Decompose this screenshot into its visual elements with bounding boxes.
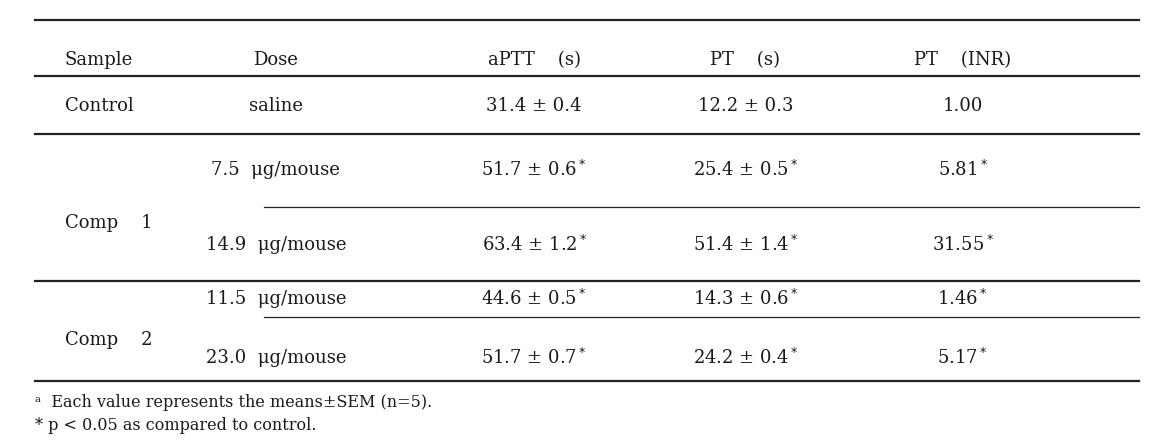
Text: 5.17$^*$: 5.17$^*$ [937, 347, 989, 368]
Text: PT    (s): PT (s) [710, 51, 781, 69]
Text: Sample: Sample [65, 51, 133, 69]
Text: 31.55$^*$: 31.55$^*$ [932, 235, 993, 256]
Text: 12.2 ± 0.3: 12.2 ± 0.3 [697, 97, 794, 115]
Text: 51.7 ± 0.7$^*$: 51.7 ± 0.7$^*$ [481, 347, 587, 368]
Text: 5.81$^*$: 5.81$^*$ [938, 160, 987, 181]
Text: Control: Control [65, 97, 134, 115]
Text: 23.0  μg/mouse: 23.0 μg/mouse [205, 349, 346, 367]
Text: PT    (INR): PT (INR) [915, 51, 1011, 69]
Text: 1.00: 1.00 [943, 97, 983, 115]
Text: 44.6 ± 0.5$^*$: 44.6 ± 0.5$^*$ [481, 289, 587, 309]
Text: saline: saline [249, 97, 303, 115]
Text: 25.4 ± 0.5$^*$: 25.4 ± 0.5$^*$ [693, 160, 798, 181]
Text: 1.46$^*$: 1.46$^*$ [937, 289, 989, 309]
Text: 14.9  μg/mouse: 14.9 μg/mouse [205, 236, 346, 254]
Text: 24.2 ± 0.4$^*$: 24.2 ± 0.4$^*$ [693, 347, 798, 368]
Text: 63.4 ± 1.2$^*$: 63.4 ± 1.2$^*$ [481, 235, 587, 256]
Text: Comp    1: Comp 1 [65, 214, 153, 232]
Text: 7.5  μg/mouse: 7.5 μg/mouse [211, 161, 340, 179]
Text: Dose: Dose [254, 51, 298, 69]
Text: ᵃ  Each value represents the means±SEM (n=5).: ᵃ Each value represents the means±SEM (n… [35, 394, 432, 411]
Text: * p < 0.05 as compared to control.: * p < 0.05 as compared to control. [35, 417, 317, 434]
Text: 11.5  μg/mouse: 11.5 μg/mouse [205, 290, 346, 308]
Text: 51.4 ± 1.4$^*$: 51.4 ± 1.4$^*$ [693, 235, 798, 256]
Text: 51.7 ± 0.6$^*$: 51.7 ± 0.6$^*$ [481, 160, 587, 181]
Text: Comp    2: Comp 2 [65, 331, 153, 349]
Text: 31.4 ± 0.4: 31.4 ± 0.4 [486, 97, 582, 115]
Text: 14.3 ± 0.6$^*$: 14.3 ± 0.6$^*$ [693, 289, 798, 309]
Text: aPTT    (s): aPTT (s) [487, 51, 581, 69]
